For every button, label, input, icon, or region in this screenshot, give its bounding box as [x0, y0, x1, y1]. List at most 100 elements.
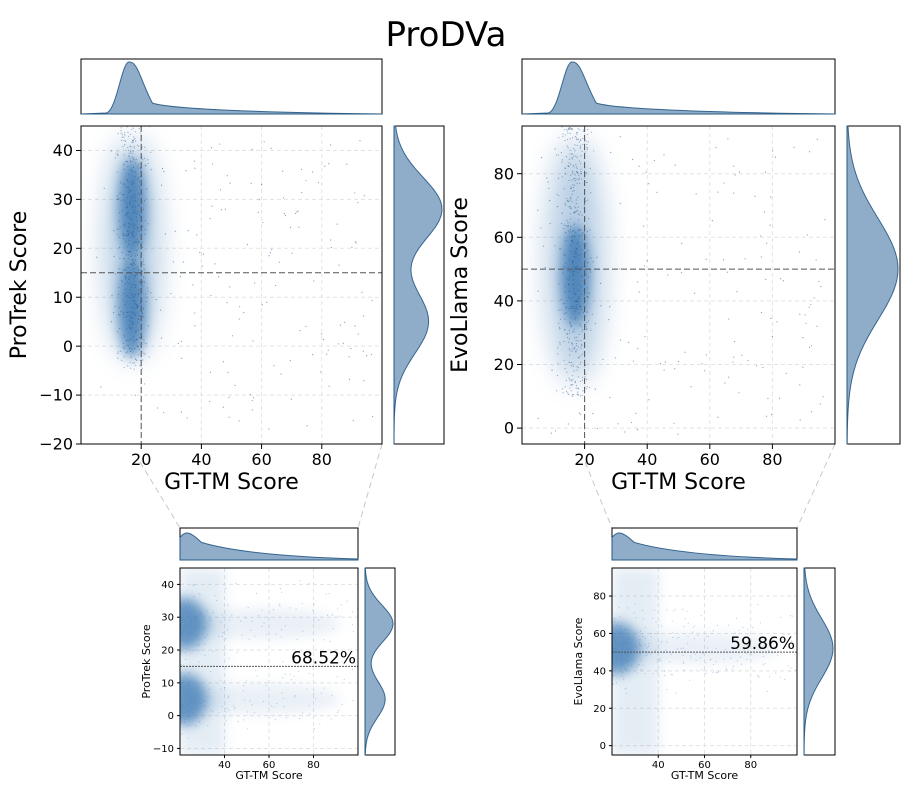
- protrek-main-point: [262, 221, 264, 224]
- evollama-main-point: [558, 326, 561, 328]
- evollama-main-point: [810, 345, 813, 347]
- protrek-zoom-point: [283, 705, 285, 708]
- protrek-zoom-point: [343, 678, 345, 680]
- protrek-main-point: [125, 206, 127, 208]
- evollama-main-point: [581, 233, 584, 235]
- protrek-main-point: [268, 428, 270, 430]
- protrek-main-point: [136, 213, 138, 215]
- protrek-main-point: [134, 253, 136, 255]
- protrek-main-point: [130, 200, 132, 202]
- protrek-zoom-point: [297, 670, 299, 673]
- evollama-zoom-point: [641, 668, 643, 671]
- protrek-main-point: [131, 141, 133, 143]
- protrek-zoom-point: [352, 699, 354, 702]
- protrek-main-point: [127, 250, 129, 252]
- evollama-main-point: [586, 295, 588, 298]
- evollama-main-point: [802, 366, 804, 368]
- protrek-main-point: [138, 205, 141, 207]
- protrek-main-point: [129, 350, 132, 353]
- protrek-main-point: [116, 171, 118, 173]
- evollama-main-ytick-label-3: 60: [494, 228, 514, 247]
- protrek-main-point: [134, 224, 136, 226]
- protrek-main-point: [133, 210, 135, 212]
- evollama-zoom-point: [644, 673, 646, 675]
- evollama-main-point: [608, 319, 610, 321]
- protrek-zoom-point: [295, 608, 297, 610]
- evollama-main-point: [717, 191, 719, 193]
- evollama-main-point: [586, 147, 588, 149]
- protrek-main-point: [128, 267, 130, 269]
- evollama-main-point: [580, 173, 582, 175]
- protrek-main-point: [125, 277, 127, 279]
- protrek-zoom-point: [246, 728, 248, 730]
- protrek-main-point: [132, 140, 135, 142]
- evollama-zoom-point: [637, 664, 639, 666]
- evollama-zoom-xlabel: GT-TM Score: [671, 769, 739, 782]
- evollama-main-point: [575, 351, 577, 353]
- protrek-zoom-point: [341, 703, 343, 706]
- protrek-main-point: [137, 345, 139, 347]
- evollama-main-point: [585, 181, 587, 183]
- evollama-main-point: [576, 131, 579, 134]
- protrek-zoom-xlabel: GT-TM Score: [235, 769, 303, 782]
- protrek-main-point: [130, 217, 132, 220]
- protrek-main-point: [139, 215, 141, 217]
- evollama-main-point: [637, 347, 639, 350]
- evollama-main-point: [573, 370, 575, 372]
- protrek-main-xtick-label-1: 40: [191, 450, 211, 469]
- protrek-main-point: [133, 312, 136, 314]
- protrek-main-point: [142, 308, 144, 310]
- protrek-main-point: [194, 312, 196, 314]
- protrek-main-point: [127, 233, 129, 235]
- protrek-main-point: [137, 312, 139, 315]
- evollama-main-point: [575, 256, 577, 258]
- protrek-zoom-marginal-y-kde: [364, 567, 394, 756]
- evollama-main-point: [577, 376, 579, 378]
- evollama-zoom-point: [726, 669, 728, 671]
- evollama-zoom-point: [682, 654, 684, 657]
- evollama-main-point: [705, 258, 707, 260]
- protrek-zoom-point: [323, 639, 325, 641]
- protrek-zoom-ytick-label-5: 40: [161, 580, 174, 591]
- protrek-main-point: [142, 159, 144, 161]
- protrek-main-point: [129, 157, 131, 159]
- protrek-zoom-point: [195, 618, 197, 620]
- evollama-main-point: [578, 333, 580, 336]
- protrek-main-point: [131, 348, 133, 351]
- protrek-zoom-point: [181, 712, 184, 714]
- evollama-main-point: [635, 412, 637, 414]
- protrek-main-point: [336, 223, 338, 225]
- evollama-main-point: [572, 274, 574, 276]
- evollama-main-point: [586, 385, 588, 388]
- protrek-main-point: [144, 383, 146, 385]
- evollama-main-point: [574, 318, 576, 320]
- evollama-main-point: [570, 365, 572, 367]
- protrek-main-point: [141, 304, 143, 306]
- protrek-main-point: [145, 293, 147, 295]
- evollama-main-point: [567, 222, 569, 224]
- protrek-main-ytick-label-3: 10: [53, 288, 73, 307]
- evollama-zoom-point: [626, 660, 628, 663]
- protrek-main-point: [147, 159, 149, 161]
- evollama-zoom-point: [784, 678, 786, 681]
- evollama-main-point: [586, 133, 589, 135]
- protrek-zoom-point: [301, 602, 303, 605]
- evollama-main-point: [581, 376, 584, 378]
- protrek-main-density: [96, 126, 374, 430]
- protrek-main-point: [275, 284, 277, 287]
- protrek-main-point: [137, 243, 139, 245]
- evollama-main-point: [567, 283, 569, 285]
- zoom-connectors: [139, 443, 836, 529]
- evollama-main-point: [572, 170, 574, 172]
- evollama-main-plot-frame: [521, 125, 836, 445]
- evollama-zoom-point: [669, 661, 671, 663]
- evollama-zoom-point: [629, 639, 632, 641]
- protrek-main-point: [123, 316, 125, 319]
- protrek-main-point: [124, 275, 126, 277]
- evollama-main-point: [583, 294, 586, 296]
- protrek-main-point: [127, 351, 129, 353]
- protrek-main-point: [301, 168, 303, 170]
- evollama-main-point: [563, 329, 566, 331]
- protrek-main-point: [138, 163, 140, 165]
